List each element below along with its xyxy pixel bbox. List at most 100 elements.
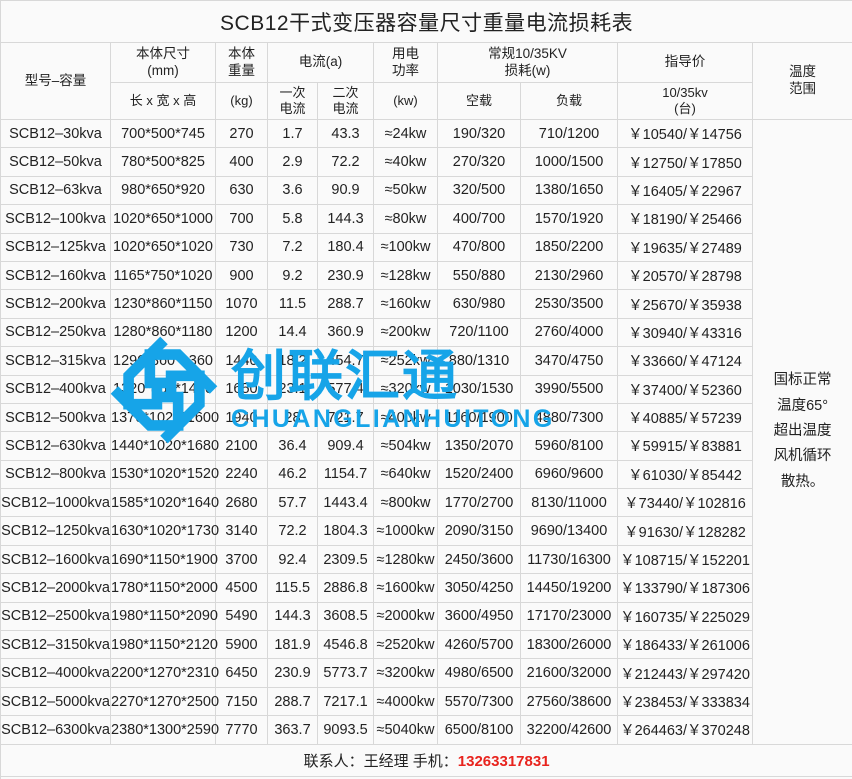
cell-load: 2760/4000 [520, 317, 618, 348]
cell-kw: ≈1280kw [373, 544, 438, 575]
cell-i2: 3608.5 [317, 601, 374, 632]
cell-weight: 1650 [215, 374, 268, 404]
cell-i2: 721.7 [317, 402, 374, 433]
header-dimensions: 本体尺寸 (mm) [110, 42, 216, 83]
temperature-note-line: 风机循环 [773, 448, 832, 465]
table-row: SCB12–100kva 1020*650*1000 700 5.8 144.3 ≈80k… [0, 204, 852, 234]
contact-info: 联系人：王经理 手机：13263317831 [0, 743, 852, 777]
cell-i1: 46.2 [267, 459, 318, 490]
cell-i1: 14.4 [267, 317, 318, 348]
cell-i2: 43.3 [317, 118, 374, 149]
cell-load: 6960/9600 [520, 459, 618, 490]
cell-noload: 880/1310 [437, 346, 521, 376]
cell-weight: 2100 [215, 431, 268, 461]
temperature-note: 国标正常 温度65° 超出温度 风机循环 散热。 [751, 119, 852, 745]
cell-i2: 2886.8 [317, 573, 374, 603]
cell-load: 1850/2200 [520, 232, 618, 262]
cell-price: ￥37400/￥52360 [617, 374, 753, 404]
cell-weight: 3700 [215, 544, 268, 575]
cell-model: SCB12–63kva [0, 175, 111, 206]
table-row: SCB12–3150kva 1980*1150*2120 5900 181.9 4546… [0, 630, 852, 660]
cell-load: 3470/4750 [520, 346, 618, 376]
cell-load: 1000/1500 [520, 147, 618, 177]
cell-dim: 2270*1270*2500 [110, 686, 219, 717]
cell-price: ￥59915/￥83881 [617, 431, 753, 461]
cell-price: ￥108715/￥152201 [617, 544, 753, 575]
cell-dim: 1980*1150*2120 [110, 630, 218, 660]
cell-model: SCB12–630kva [0, 431, 111, 461]
cell-weight: 5490 [215, 601, 268, 632]
table-row: SCB12–200kva 1230*860*1150 1070 11.5 288.7 ≈1… [0, 289, 852, 319]
header-current-primary: 一次 电流 [267, 82, 318, 120]
cell-dim: 980*650*920 [110, 175, 216, 206]
cell-kw: ≈2520kw [373, 630, 438, 660]
cell-i1: 144.3 [267, 601, 318, 632]
cell-load: 4880/7300 [520, 402, 618, 433]
temperature-note-line: 温度65° [777, 397, 829, 414]
header-current-secondary-1: 二次 [332, 85, 359, 101]
cell-model: SCB12–50kva [0, 147, 111, 177]
cell-weight: 1940 [215, 402, 268, 433]
cell-i2: 288.7 [317, 289, 374, 319]
temperature-note-line: 国标正常 [773, 372, 832, 389]
header-price-sub-2: (台) [674, 101, 696, 116]
cell-noload: 1160/1900 [437, 402, 521, 433]
header-current-secondary: 二次 电流 [317, 82, 374, 120]
cell-i1: 11.5 [267, 289, 318, 319]
cell-i1: 181.9 [267, 630, 318, 660]
cell-kw: ≈80kw [373, 204, 438, 234]
cell-kw: ≈1600kw [373, 573, 438, 603]
cell-load: 1380/1650 [520, 175, 618, 206]
cell-dim: 1690*1150*1900 [110, 544, 218, 575]
cell-noload: 3600/4950 [437, 601, 521, 632]
cell-price: ￥40885/￥57239 [617, 402, 753, 433]
cell-i2: 577.4 [317, 374, 374, 404]
cell-model: SCB12–500kva [0, 402, 111, 433]
cell-i1: 2.9 [267, 147, 318, 177]
header-power-label-1: 用电 [392, 45, 419, 61]
table-footer: 联系人：王经理 手机：13263317831 以上价格发布日期2021年12月,… [0, 743, 852, 779]
cell-noload: 400/700 [437, 204, 521, 234]
cell-load: 710/1200 [520, 118, 618, 149]
cell-weight: 2680 [215, 488, 268, 518]
cell-model: SCB12–1250kva [0, 516, 111, 546]
cell-price: ￥212443/￥297420 [617, 658, 753, 688]
cell-dim: 1630*1020*1730 [110, 516, 219, 546]
header-price-sub-1: 10/35kv [662, 85, 708, 101]
cell-noload: 4980/6500 [437, 658, 521, 688]
cell-load: 9690/13400 [520, 516, 618, 546]
cell-model: SCB12–400kva [0, 374, 111, 404]
cell-kw: ≈640kw [373, 459, 438, 490]
table-row: SCB12–5000kva 2270*1270*2500 7150 288.7 7217… [0, 686, 852, 717]
cell-weight: 7150 [215, 686, 268, 717]
cell-kw: ≈2000kw [373, 601, 438, 632]
cell-noload: 1030/1530 [437, 374, 521, 404]
cell-noload: 3050/4250 [437, 573, 521, 603]
cell-weight: 1440 [215, 346, 268, 376]
cell-load: 2530/3500 [520, 289, 618, 319]
cell-load: 27560/38600 [520, 686, 618, 717]
cell-weight: 4500 [215, 573, 268, 603]
table-row: SCB12–63kva 980*650*920 630 3.6 90.9 ≈50kw 320… [0, 175, 852, 206]
cell-dim: 1780*1150*2000 [110, 573, 218, 603]
cell-i2: 5773.7 [317, 658, 374, 688]
cell-kw: ≈800kw [373, 488, 438, 518]
table-row: SCB12–50kva 780*500*825 400 2.9 72.2 ≈40kw 270… [0, 147, 852, 177]
header-loss-noload: 空载 [437, 82, 521, 120]
header-power: 用电 功率 [373, 42, 438, 83]
cell-kw: ≈320kw [373, 374, 438, 404]
cell-noload: 5570/7300 [437, 686, 521, 717]
cell-noload: 720/1100 [437, 317, 521, 348]
header-weight: 本体 重量 [215, 42, 268, 83]
table-row: SCB12–160kva 1165*750*1020 900 9.2 230.9 ≈128… [0, 260, 852, 291]
cell-i1: 288.7 [267, 686, 318, 717]
cell-price: ￥33660/￥47124 [617, 346, 753, 376]
contact-phone[interactable]: 13263317831 [457, 752, 550, 770]
cell-kw: ≈400kw [373, 402, 438, 433]
cell-i1: 230.9 [267, 658, 318, 688]
temperature-note-line: 散热。 [780, 473, 825, 490]
cell-price: ￥18190/￥25466 [617, 204, 753, 234]
header-weight-label-1: 本体 [228, 45, 255, 61]
cell-i1: 9.2 [267, 260, 318, 291]
cell-weight: 3140 [215, 516, 268, 546]
